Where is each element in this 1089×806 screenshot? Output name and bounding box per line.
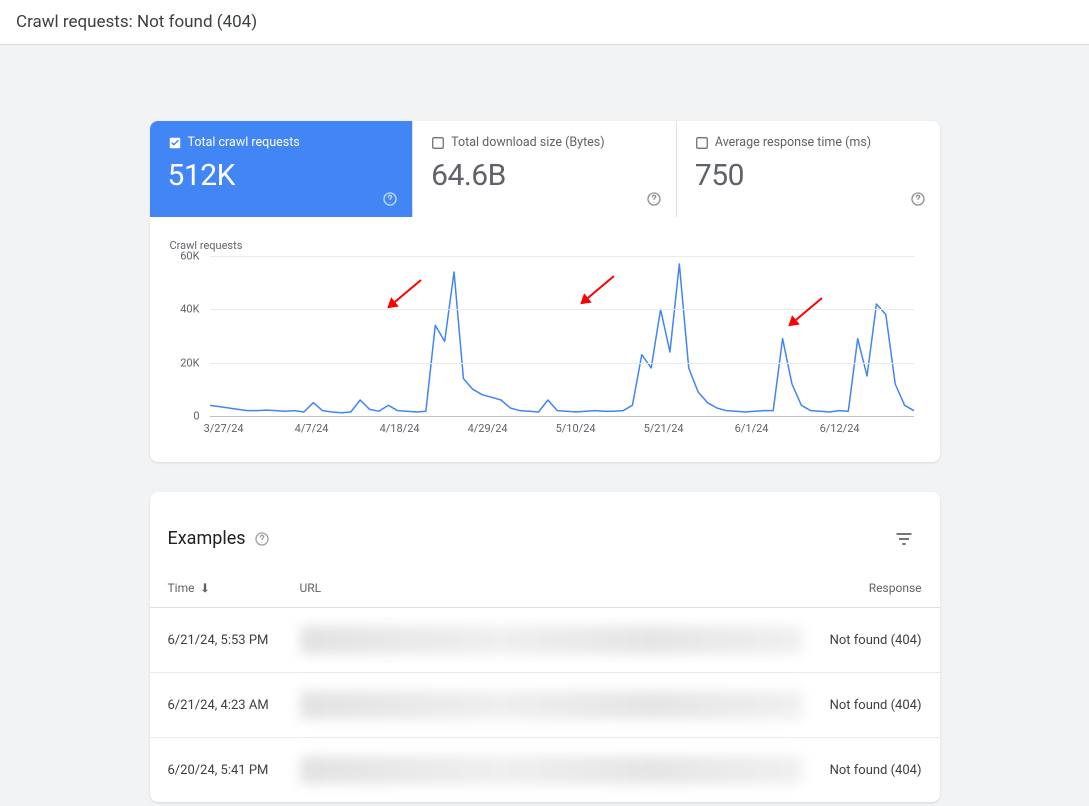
help-icon[interactable] (910, 191, 926, 207)
chart-line (210, 264, 914, 413)
gridline (210, 363, 914, 364)
checkbox-empty-icon (695, 136, 709, 150)
examples-title-row: Examples (168, 528, 270, 549)
chart-title: Crawl requests (170, 239, 914, 252)
cell-time: 6/21/24, 4:23 AM (168, 698, 300, 713)
examples-header: Examples (150, 492, 940, 569)
chart-card: Total crawl requests 512K Total download s… (150, 121, 940, 462)
table-body: 6/21/24, 5:53 PMNot found (404)6/21/24, … (150, 608, 940, 802)
plot-area (210, 256, 914, 416)
table-row[interactable]: 6/20/24, 5:41 PM Not found (404) (150, 738, 940, 802)
redacted-url (300, 691, 802, 719)
x-tick-label: 5/10/24 (556, 422, 596, 435)
sort-down-icon (198, 581, 212, 595)
metrics-row: Total crawl requests 512K Total download s… (150, 121, 940, 217)
cell-time: 6/21/24, 5:53 PM (168, 633, 300, 648)
examples-title: Examples (168, 528, 246, 549)
metric-card-total_download[interactable]: Total download size (Bytes) 64.6B (413, 121, 677, 217)
chart-area: Crawl requests 0 20K 40K 60K 3/27/24 4/7/24 4… (150, 217, 940, 462)
table-row[interactable]: 6/21/24, 5:53 PM Not found (404) (150, 608, 940, 673)
cell-response: Not found (404) (802, 633, 922, 648)
cell-response: Not found (404) (802, 763, 922, 778)
help-icon[interactable] (382, 191, 398, 207)
y-axis: 020K40K60K (168, 256, 206, 416)
x-tick-label: 4/7/24 (295, 422, 329, 435)
metric-label: Average response time (ms) (715, 135, 871, 150)
col-header-url[interactable]: URL (300, 581, 802, 595)
checkbox-empty-icon (431, 136, 445, 150)
cell-url (300, 626, 802, 654)
metric-value: 64.6B (431, 158, 658, 193)
help-icon[interactable] (646, 191, 662, 207)
x-tick-label: 6/1/24 (735, 422, 769, 435)
metric-label-row: Total download size (Bytes) (431, 135, 658, 150)
y-tick-label: 40K (180, 303, 199, 316)
line-chart-svg (210, 256, 914, 416)
checkbox-checked-icon (168, 136, 182, 150)
x-tick-label: 6/12/24 (820, 422, 860, 435)
metric-value: 750 (695, 158, 922, 193)
y-tick-label: 20K (180, 356, 199, 369)
metric-card-total_crawl[interactable]: Total crawl requests 512K (150, 121, 414, 217)
y-tick-label: 60K (180, 250, 199, 263)
redacted-url (300, 626, 802, 654)
gridline (210, 309, 914, 310)
main-container: Total crawl requests 512K Total download s… (150, 45, 940, 802)
metric-label-row: Average response time (ms) (695, 135, 922, 150)
x-tick-label: 4/18/24 (380, 422, 420, 435)
col-header-time[interactable]: Time (168, 581, 300, 595)
redacted-url (300, 756, 802, 784)
y-tick-label: 0 (193, 410, 199, 423)
gridline (210, 256, 914, 257)
filter-icon[interactable] (894, 529, 914, 549)
metric-card-avg_response[interactable]: Average response time (ms) 750 (677, 121, 940, 217)
page-header: Crawl requests: Not found (404) (0, 0, 1089, 45)
table-row[interactable]: 6/21/24, 4:23 AM Not found (404) (150, 673, 940, 738)
gridline (210, 416, 914, 417)
metric-value: 512K (168, 158, 395, 193)
cell-url (300, 691, 802, 719)
examples-card: Examples Time URL Response 6/21/24, 5:53… (150, 492, 940, 802)
cell-response: Not found (404) (802, 698, 922, 713)
metric-label: Total download size (Bytes) (451, 135, 604, 150)
help-icon[interactable] (254, 531, 270, 547)
page-title: Crawl requests: Not found (404) (16, 12, 257, 32)
metric-label-row: Total crawl requests (168, 135, 395, 150)
cell-time: 6/20/24, 5:41 PM (168, 763, 300, 778)
col-header-response[interactable]: Response (802, 581, 922, 595)
chart-wrap: 020K40K60K (168, 256, 914, 416)
x-axis: 3/27/244/7/244/18/244/29/245/10/245/21/2… (210, 422, 914, 438)
examples-table: Time URL Response 6/21/24, 5:53 PM Not fo… (150, 569, 940, 802)
cell-url (300, 756, 802, 784)
x-tick-label: 4/29/24 (468, 422, 508, 435)
table-header: Time URL Response (150, 569, 940, 608)
metric-label: Total crawl requests (188, 135, 300, 150)
x-tick-label: 5/21/24 (644, 422, 684, 435)
x-tick-label: 3/27/24 (204, 422, 244, 435)
